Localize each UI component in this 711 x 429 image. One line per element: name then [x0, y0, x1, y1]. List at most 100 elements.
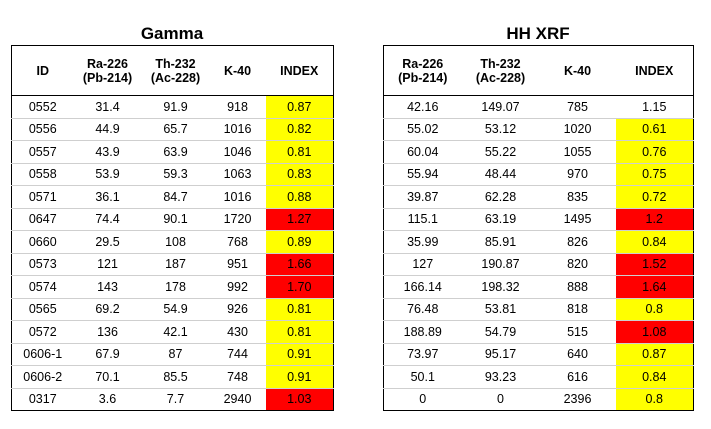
gamma-cell-index: 0.81 — [265, 298, 334, 321]
gamma-cell-id: 0606-2 — [11, 365, 74, 389]
gamma-cell-id: 0572 — [11, 320, 74, 344]
gamma-cell-index: 0.91 — [265, 365, 334, 389]
xrf-row: 127 190.87 820 1.52 — [383, 252, 694, 276]
gamma-cell-k: 1063 — [209, 163, 266, 186]
gamma-cell-k: 1016 — [209, 118, 266, 141]
xrf-cell-ra: 0 — [383, 387, 462, 411]
gamma-cell-index: 0.88 — [265, 185, 334, 209]
xrf-header-index: INDEX — [615, 45, 694, 96]
xrf-cell-th: 63.19 — [461, 208, 540, 231]
gamma-cell-id: 0574 — [11, 275, 74, 299]
xrf-cell-ra: 166.14 — [383, 275, 462, 299]
xrf-table: Ra-226 (Pb-214) Th-232 (Ac-228) K-40 INDEX… — [383, 45, 694, 411]
gamma-row: 0558 53.9 59.3 1063 0.83 — [11, 163, 334, 186]
xrf-cell-ra: 73.97 — [383, 343, 462, 366]
gamma-row: 0571 36.1 84.7 1016 0.88 — [11, 185, 334, 209]
gamma-cell-index: 0.89 — [265, 230, 334, 254]
xrf-cell-th: 198.32 — [461, 275, 540, 299]
gamma-row: 0552 31.4 91.9 918 0.87 — [11, 95, 334, 119]
xrf-cell-ra: 127 — [383, 252, 462, 276]
xrf-row: 188.89 54.79 515 1.08 — [383, 320, 694, 344]
gamma-cell-ra: 143 — [73, 275, 142, 299]
gamma-cell-index: 0.83 — [265, 163, 334, 186]
gamma-cell-index: 1.27 — [265, 208, 334, 231]
xrf-cell-th: 55.22 — [461, 140, 540, 164]
xrf-cell-ra: 76.48 — [383, 298, 462, 321]
gamma-header-id: ID — [11, 45, 74, 96]
gamma-cell-index: 0.87 — [265, 95, 334, 119]
gamma-cell-k: 1046 — [209, 140, 266, 164]
gamma-cell-th: 187 — [141, 252, 210, 276]
gamma-cell-k: 744 — [209, 343, 266, 366]
xrf-cell-k: 515 — [539, 320, 616, 344]
gamma-cell-k: 748 — [209, 365, 266, 389]
gamma-cell-ra: 3.6 — [73, 387, 142, 411]
xrf-row: 115.1 63.19 1495 1.2 — [383, 208, 694, 231]
xrf-cell-k: 785 — [539, 95, 616, 119]
xrf-cell-k: 835 — [539, 185, 616, 209]
gamma-cell-k: 951 — [209, 252, 266, 276]
xrf-cell-k: 820 — [539, 252, 616, 276]
gamma-cell-ra: 69.2 — [73, 298, 142, 321]
gamma-row: 0606-2 70.1 85.5 748 0.91 — [11, 365, 334, 389]
xrf-row: 35.99 85.91 826 0.84 — [383, 230, 694, 254]
gamma-row: 0647 74.4 90.1 1720 1.27 — [11, 208, 334, 231]
xrf-cell-index: 0.84 — [615, 230, 694, 254]
xrf-header-ra-line2: (Pb-214) — [398, 70, 448, 85]
gamma-cell-th: 85.5 — [141, 365, 210, 389]
gamma-cell-id: 0552 — [11, 95, 74, 119]
xrf-cell-k: 888 — [539, 275, 616, 299]
gamma-header-k: K-40 — [209, 45, 266, 96]
gamma-title: Gamma — [140, 24, 204, 43]
gamma-row: 0557 43.9 63.9 1046 0.81 — [11, 140, 334, 164]
xrf-cell-k: 640 — [539, 343, 616, 366]
xrf-cell-th: 93.23 — [461, 365, 540, 389]
gamma-cell-th: 42.1 — [141, 320, 210, 344]
xrf-cell-index: 0.8 — [615, 387, 694, 411]
gamma-header-ra: Ra-226 (Pb-214) — [73, 45, 142, 96]
xrf-header-k: K-40 — [539, 45, 616, 96]
gamma-row: 0606-1 67.9 87 744 0.91 — [11, 343, 334, 366]
xrf-cell-index: 0.87 — [615, 343, 694, 366]
xrf-cell-th: 149.07 — [461, 95, 540, 119]
xrf-cell-ra: 55.02 — [383, 118, 462, 141]
xrf-cell-index: 1.08 — [615, 320, 694, 344]
gamma-cell-id: 0317 — [11, 387, 74, 411]
xrf-title: HH XRF — [506, 24, 570, 43]
gamma-cell-th: 59.3 — [141, 163, 210, 186]
gamma-cell-ra: 121 — [73, 252, 142, 276]
gamma-row: 0556 44.9 65.7 1016 0.82 — [11, 118, 334, 141]
xrf-cell-index: 1.2 — [615, 208, 694, 231]
xrf-cell-index: 1.15 — [615, 95, 694, 119]
gamma-row: 0565 69.2 54.9 926 0.81 — [11, 298, 334, 321]
gamma-cell-k: 430 — [209, 320, 266, 344]
gamma-cell-k: 2940 — [209, 387, 266, 411]
xrf-header-row: Ra-226 (Pb-214) Th-232 (Ac-228) K-40 INDEX — [383, 45, 694, 96]
xrf-row: 60.04 55.22 1055 0.76 — [383, 140, 694, 164]
gamma-cell-ra: 53.9 — [73, 163, 142, 186]
gamma-header-ra-line1: Ra-226 — [87, 56, 128, 71]
gamma-cell-th: 63.9 — [141, 140, 210, 164]
xrf-cell-th: 62.28 — [461, 185, 540, 209]
gamma-cell-id: 0558 — [11, 163, 74, 186]
xrf-cell-k: 1495 — [539, 208, 616, 231]
xrf-cell-th: 53.12 — [461, 118, 540, 141]
xrf-row: 166.14 198.32 888 1.64 — [383, 275, 694, 299]
gamma-cell-ra: 36.1 — [73, 185, 142, 209]
xrf-cell-index: 0.61 — [615, 118, 694, 141]
xrf-cell-ra: 50.1 — [383, 365, 462, 389]
gamma-header-ra-line2: (Pb-214) — [82, 70, 133, 85]
gamma-header-th: Th-232 (Ac-228) — [141, 45, 210, 96]
xrf-header-th-line2: (Ac-228) — [475, 70, 526, 85]
xrf-cell-th: 53.81 — [461, 298, 540, 321]
gamma-cell-index: 1.70 — [265, 275, 334, 299]
gamma-row: 0317 3.6 7.7 2940 1.03 — [11, 387, 334, 411]
gamma-cell-th: 108 — [141, 230, 210, 254]
xrf-row: 50.1 93.23 616 0.84 — [383, 365, 694, 389]
xrf-cell-ra: 188.89 — [383, 320, 462, 344]
gamma-cell-th: 87 — [141, 343, 210, 366]
gamma-row: 0573 121 187 951 1.66 — [11, 252, 334, 276]
gamma-cell-th: 91.9 — [141, 95, 210, 119]
gamma-cell-id: 0573 — [11, 252, 74, 276]
gamma-cell-index: 0.81 — [265, 140, 334, 164]
